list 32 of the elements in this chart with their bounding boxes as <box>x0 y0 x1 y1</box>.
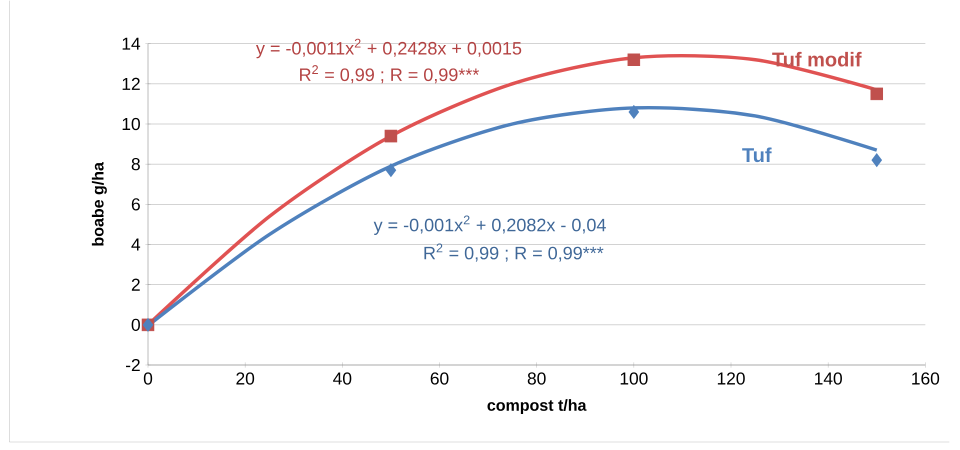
series-label: Tuf modif <box>772 52 862 67</box>
point <box>871 153 882 168</box>
y-tick-label: -2 <box>126 358 140 372</box>
x-tick-label: 120 <box>718 372 745 385</box>
x-axis-title: compost t/ha <box>488 399 587 414</box>
x-tick-label: 160 <box>912 372 940 385</box>
y-tick-label: 6 <box>132 198 140 210</box>
annotation: y = -0,001x$^{2}$ + 0,2082x - 0,04 <box>374 215 606 235</box>
y-tick-label: 8 <box>132 158 140 170</box>
y-axis-title: boabe g/ha <box>92 162 107 246</box>
point <box>628 53 640 66</box>
annotation: y = -0,0011x$^{2}$ + 0,2428x + 0,0015 <box>256 38 522 58</box>
x-tick-label: 40 <box>333 372 352 385</box>
text: Tuf <box>742 147 772 162</box>
y-tick-label: 0 <box>132 318 140 331</box>
x-tick-label: 20 <box>236 372 254 385</box>
x-tick-label: 100 <box>620 372 648 385</box>
y-tick-label: 4 <box>131 238 140 250</box>
x-tick-label: 0 <box>144 372 152 385</box>
point <box>384 130 398 142</box>
y-tick-label: 12 <box>122 78 140 90</box>
y-tick-label: 2 <box>132 278 140 291</box>
annotation: R$^{2}$ = 0,99 ; R = 0,99*** <box>424 243 604 262</box>
x-tick-label: 80 <box>528 372 546 385</box>
point <box>628 105 640 119</box>
annotation: R$^{2}$ = 0,99 ; R = 0,99*** <box>300 65 480 84</box>
point <box>386 163 396 178</box>
x-tick-label: 140 <box>815 372 842 385</box>
y-tick-label: 10 <box>122 118 140 130</box>
point <box>870 88 884 100</box>
y-tick-label: 14 <box>122 38 140 50</box>
x-tick-label: 60 <box>430 372 448 385</box>
